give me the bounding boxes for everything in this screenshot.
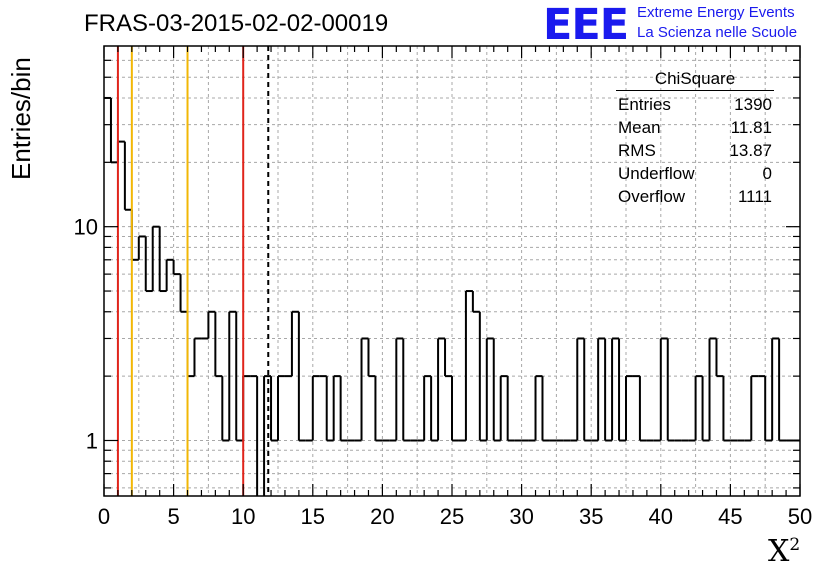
stats-value: 11.81 — [730, 118, 772, 137]
x-tick-label: 15 — [301, 504, 325, 529]
x-tick-label: 40 — [649, 504, 673, 529]
stats-row: Mean 11.81 — [612, 116, 778, 139]
stats-label: Mean — [618, 118, 661, 137]
logo-caption: Extreme Energy Events La Scienza nelle S… — [637, 3, 797, 43]
chart-title: FRAS-03-2015-02-02-00019 — [84, 10, 389, 37]
x-tick-label: 25 — [440, 504, 464, 529]
stats-value: 0 — [762, 164, 772, 183]
x-axis-label-base: X — [768, 534, 790, 569]
logo-line-1: Extreme Energy Events — [637, 4, 795, 21]
y-axis-label: Entries/bin — [6, 57, 36, 180]
axis-tick-labels: 0 5 10 15 20 25 30 35 40 45 50 1 10 — [74, 215, 813, 529]
x-tick-label: 30 — [509, 504, 533, 529]
stats-row: Entries 1390 — [612, 93, 778, 116]
x-tick-label: 0 — [98, 504, 110, 529]
stats-label: Underflow — [618, 164, 695, 183]
y-tick-label: 1 — [86, 428, 98, 453]
vertical-markers — [116, 46, 270, 496]
stats-label: Entries — [618, 95, 671, 114]
eee-logo: EEE — [543, 0, 629, 50]
stats-box: ChiSquare Entries 1390 Mean 11.81 RMS 13.87… — [612, 68, 778, 208]
stats-label: RMS — [618, 141, 656, 160]
stats-row: Underflow 0 — [612, 162, 778, 185]
stats-value: 1390 — [734, 95, 772, 114]
y-tick-label: 10 — [74, 215, 98, 240]
x-tick-label: 50 — [788, 504, 812, 529]
stats-label: Overflow — [618, 187, 686, 206]
stats-title: ChiSquare — [616, 68, 774, 91]
x-axis-label: X2 — [768, 534, 800, 569]
stats-row: RMS 13.87 — [612, 139, 778, 162]
logo-line-2: La Scienza nelle Scuole — [637, 24, 798, 41]
x-tick-label: 35 — [579, 504, 603, 529]
x-axis-label-superscript: 2 — [789, 535, 801, 555]
x-tick-label: 5 — [167, 504, 179, 529]
x-tick-label: 10 — [231, 504, 255, 529]
stats-value: 13.87 — [729, 141, 772, 160]
stats-row: Overflow 1111 — [612, 185, 778, 208]
x-tick-label: 45 — [718, 504, 742, 529]
x-tick-label: 20 — [370, 504, 394, 529]
stats-value: 1111 — [737, 187, 772, 206]
axis-ticks — [103, 46, 801, 496]
